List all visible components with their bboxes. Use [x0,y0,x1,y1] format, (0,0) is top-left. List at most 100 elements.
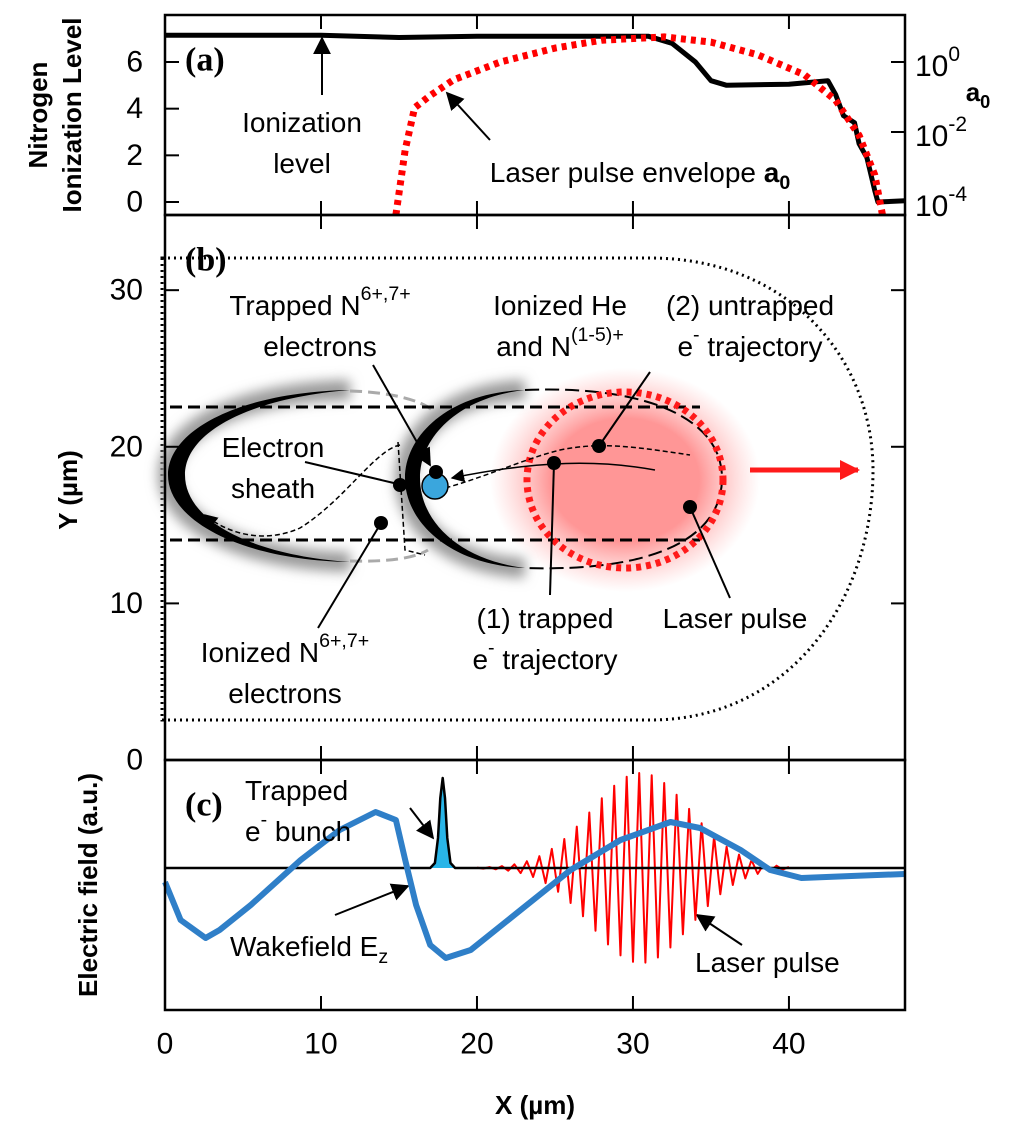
x-tick-label: 30 [616,1028,649,1061]
text-part: - [261,809,268,831]
panel-label: (b) [185,242,227,279]
annotation: Ionized N6+,7+ [201,630,369,668]
annotation: Trapped [245,775,348,806]
text-part: 6+,7+ [319,630,369,652]
untrapped-trajectory [429,444,691,493]
y-tick-label: 0 [126,186,143,219]
y-tick-label: 4 [126,92,143,125]
text-part: bunch [267,816,351,847]
x-tick-label: 20 [460,1028,493,1061]
text-part: (1-5)+ [571,324,624,346]
bunch-area [165,776,905,870]
annotation: and N(1-5)+ [496,324,624,362]
panel-label: (a) [185,42,225,79]
annotation: Laser pulse envelope a0 [490,157,791,195]
text-part: e [472,644,488,675]
x-tick-label: 40 [772,1028,805,1061]
text-part: - [488,637,495,659]
panel-frame [163,758,907,1012]
text-part: (1) trapped [477,603,614,634]
text-part: Laser pulse [663,603,808,634]
text-part: 0 [980,92,990,112]
annotation: Ionization [242,107,362,138]
x-tick-label: 10 [304,1028,337,1061]
series-line [162,809,906,961]
annotation: Electron [222,432,325,463]
annotation: electrons [263,331,377,362]
x-axis-label: X (µm) [495,1090,575,1120]
bubble-diagram [157,36,875,946]
laser-envelope [523,388,727,572]
text-part: Laser pulse envelope [490,157,764,188]
annotation: Laser pulse [695,947,840,978]
text-part: 6+,7+ [361,283,411,305]
series-line [476,772,790,964]
y-tick-label: 2 [126,139,143,172]
text-part: 0 [779,172,790,194]
text-part: Wakefield E [230,931,378,962]
markers [374,439,697,530]
text-part: -4 [948,183,967,206]
text-part: level [273,148,331,179]
annotation: electrons [228,678,342,709]
y-axis-label: Nitrogen [23,62,53,169]
text-part: a [966,77,981,107]
text-part: electrons [263,331,377,362]
annotation: Trapped N6+,7+ [229,283,410,321]
annotation: Ionized He [493,290,627,321]
y-tick-label: 30 [110,274,143,307]
annotation: e- bunch [245,809,351,847]
y2-tick-label: 10-4 [915,183,967,223]
text-part: 10 [915,119,948,152]
y2-tick-label: 100 [915,43,960,83]
text-part: 10 [915,189,948,222]
text-part: 10 [915,49,948,82]
text-part: Ionized N [201,637,319,668]
text-part: trajectory [495,644,618,675]
text-part: sheath [231,473,315,504]
text-part: e [245,816,261,847]
text-part: trajectory [700,331,823,362]
electron-sheath [405,390,525,568]
text-part: 0 [948,43,960,66]
annotation: level [273,148,331,179]
text-part: Trapped N [229,290,360,321]
text-part: z [378,946,388,968]
leader-lines [304,36,743,946]
annotation: e- trajectory [472,637,617,675]
series-line [392,33,886,216]
y-tick-label: 6 [126,45,143,78]
annotation: (2) untrapped [666,290,834,321]
annotation: sheath [231,473,315,504]
panel-label: (c) [185,787,223,824]
bubble-outline [524,388,724,570]
y-tick-label: 10 [110,587,143,620]
annotation: e- trajectory [677,324,822,362]
y-tick-label: 0 [126,744,143,777]
text-part: Ionized He [493,290,627,321]
y-axis-label: Ionization Level [57,17,87,212]
text-part: e [677,331,693,362]
text-part: a [764,157,780,188]
annotation: (1) trapped [477,603,614,634]
x-tick-label: 0 [157,1028,174,1061]
text-part: and N [496,331,571,362]
text-part: Trapped [245,775,348,806]
text-part: - [693,324,700,346]
annotation: Laser pulse [663,603,808,634]
text-part: Ionization [242,107,362,138]
y-axis-label: Electric field (a.u.) [73,773,103,997]
text-part: Laser pulse [695,947,840,978]
ionized-trajectory [397,441,426,556]
y2-tick-label: 10-2 [915,113,967,153]
y2-axis-label: a0 [966,77,991,112]
text-part: (2) untrapped [666,290,834,321]
sheath-edge [349,548,429,563]
trapped-trajectory [450,462,656,483]
text-part: -2 [948,113,967,136]
untrapped-trajectory [203,444,401,537]
y-axis-label: Y (µm) [53,450,83,530]
simulation-boundary [160,256,875,722]
y-tick-label: 20 [110,430,143,463]
